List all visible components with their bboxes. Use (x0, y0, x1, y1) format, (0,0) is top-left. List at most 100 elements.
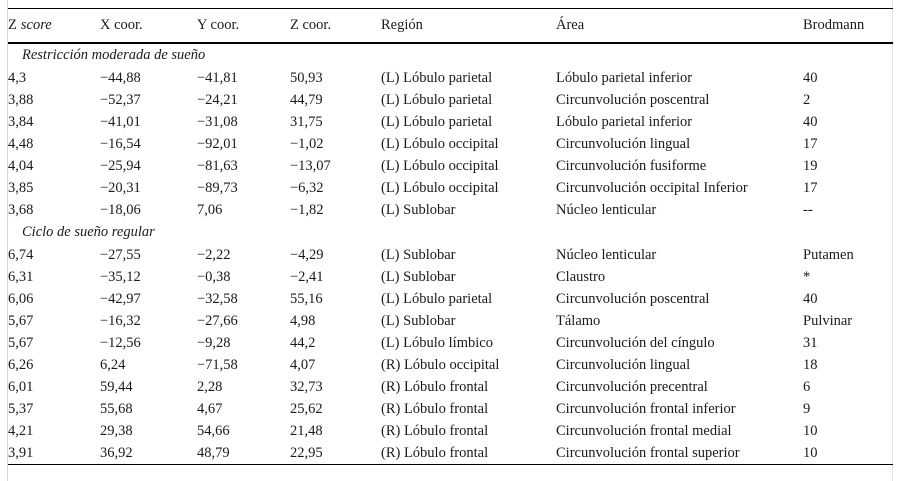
table-row: 3,91 36,92 48,79 22,95 (R) Lóbulo frontal Cir… (8, 442, 893, 465)
table-cell: −89,73 (197, 179, 238, 196)
table-cell: 31 (803, 334, 818, 351)
table-cell: −71,58 (197, 356, 238, 373)
table-cell: 25,62 (290, 400, 323, 417)
table-cell: 59,44 (100, 378, 133, 395)
table-cell: 48,79 (197, 444, 230, 461)
table-cell: −9,28 (197, 334, 231, 351)
table-row: 3,68 −18,06 7,06 −1,82 (L) Sublobar Núcleo le… (8, 199, 893, 221)
section-header-row: Restricción moderada de sueño (8, 43, 893, 67)
header-z-coor: Z coor. (290, 8, 381, 44)
header-z-score-normal: Z (8, 17, 17, 33)
table-cell: 55,16 (290, 290, 323, 307)
table-cell: 4,3 (8, 69, 27, 86)
table-cell: (L) Sublobar (381, 246, 456, 263)
header-z-score-italic: score (20, 17, 52, 33)
table-cell: 2 (803, 91, 811, 108)
table-cell: 10 (803, 444, 818, 461)
table-cell: 6,26 (8, 356, 34, 373)
table-cell: −52,37 (100, 91, 141, 108)
table-cell: 40 (803, 69, 818, 86)
table-cell: 3,85 (8, 179, 34, 196)
table-cell: (L) Sublobar (381, 312, 456, 329)
table-cell: Circunvolución frontal medial (556, 422, 732, 439)
table-cell: 29,38 (100, 422, 133, 439)
table-cell: Lóbulo parietal inferior (556, 113, 693, 130)
header-region: Región (381, 8, 556, 44)
section-title: Restricción moderada de sueño (22, 47, 206, 63)
table-cell: Circunvolución frontal superior (556, 444, 740, 461)
table-cell: 32,73 (290, 378, 323, 395)
table-cell: −4,29 (290, 246, 324, 263)
table-cell: Putamen (803, 246, 854, 263)
table-cell: Núcleo lenticular (556, 246, 657, 263)
table-row: 3,85 −20,31 −89,73 −6,32 (L) Lóbulo occipita… (8, 177, 893, 199)
table-cell: −27,66 (197, 312, 238, 329)
table-row: 5,37 55,68 4,67 25,62 (R) Lóbulo frontal Circ… (8, 398, 893, 420)
table-cell: −32,58 (197, 290, 238, 307)
table-cell: −16,32 (100, 312, 141, 329)
table-cell: (R) Lóbulo frontal (381, 378, 489, 395)
table-cell: 22,95 (290, 444, 323, 461)
table-cell: 40 (803, 113, 818, 130)
table-cell: 55,68 (100, 400, 133, 417)
table-body: Restricción moderada de sueño 4,3 −44,88 −4… (8, 43, 893, 465)
table-cell: 3,68 (8, 201, 34, 218)
table-cell: 6,31 (8, 268, 34, 285)
table-cell: −0,38 (197, 268, 231, 285)
table-cell: −41,81 (197, 69, 238, 86)
table-cell: 21,48 (290, 422, 323, 439)
table-cell: 50,93 (290, 69, 323, 86)
table-cell: Circunvolución poscentral (556, 91, 710, 108)
table-cell: * (803, 268, 811, 285)
table-row: 4,3 −44,88 −41,81 50,93 (L) Lóbulo parietal L… (8, 67, 893, 89)
table-cell: 3,88 (8, 91, 34, 108)
table-row: 6,01 59,44 2,28 32,73 (R) Lóbulo frontal Circ… (8, 376, 893, 398)
table-cell: (L) Lóbulo límbico (381, 334, 493, 351)
table-cell: 17 (803, 135, 818, 152)
table-cell: Circunvolución occipital Inferior (556, 179, 748, 196)
table-cell: Circunvolución frontal inferior (556, 400, 736, 417)
table-row: 6,74 −27,55 −2,22 −4,29 (L) Sublobar Núcleo l… (8, 244, 893, 266)
table-cell: 44,79 (290, 91, 323, 108)
table-cell: 54,66 (197, 422, 230, 439)
table-cell: −2,22 (197, 246, 231, 263)
page-left-edge (7, 0, 8, 481)
table-cell: 6,01 (8, 378, 34, 395)
table-cell: 4,07 (290, 356, 316, 373)
table-cell: −81,63 (197, 157, 238, 174)
table-cell: (L) Lóbulo occipital (381, 135, 499, 152)
section-title: Ciclo de sueño regular (22, 224, 155, 240)
table-row: 6,06 −42,97 −32,58 55,16 (L) Lóbulo parietal… (8, 288, 893, 310)
table-cell: −41,01 (100, 113, 141, 130)
table-cell: −27,55 (100, 246, 141, 263)
table-cell: 4,67 (197, 400, 223, 417)
table-cell: (R) Lóbulo frontal (381, 444, 489, 461)
table-row: 6,31 −35,12 −0,38 −2,41 (L) Sublobar Claustro… (8, 266, 893, 288)
table-cell: (R) Lóbulo frontal (381, 422, 489, 439)
table-cell: −6,32 (290, 179, 324, 196)
header-x-coor: X coor. (100, 8, 197, 44)
table-cell: (L) Sublobar (381, 268, 456, 285)
table-cell: 4,48 (8, 135, 34, 152)
table-cell: −92,01 (197, 135, 238, 152)
table-cell: 31,75 (290, 113, 323, 130)
table-cell: 17 (803, 179, 818, 196)
table-cell: 4,21 (8, 422, 34, 439)
table-cell: −42,97 (100, 290, 141, 307)
table-cell: (L) Lóbulo parietal (381, 69, 493, 86)
table-cell: 18 (803, 356, 818, 373)
table-cell: Circunvolución lingual (556, 135, 691, 152)
table-cell: 5,37 (8, 400, 34, 417)
table-cell: Circunvolución del cíngulo (556, 334, 715, 351)
table-cell: (R) Lóbulo frontal (381, 400, 489, 417)
table-cell: 6,74 (8, 246, 34, 263)
table-cell: 9 (803, 400, 811, 417)
table-cell: Circunvolución poscentral (556, 290, 710, 307)
table-cell: −44,88 (100, 69, 141, 86)
table-cell: −24,21 (197, 91, 238, 108)
table-cell: 10 (803, 422, 818, 439)
table-cell: Circunvolución lingual (556, 356, 691, 373)
